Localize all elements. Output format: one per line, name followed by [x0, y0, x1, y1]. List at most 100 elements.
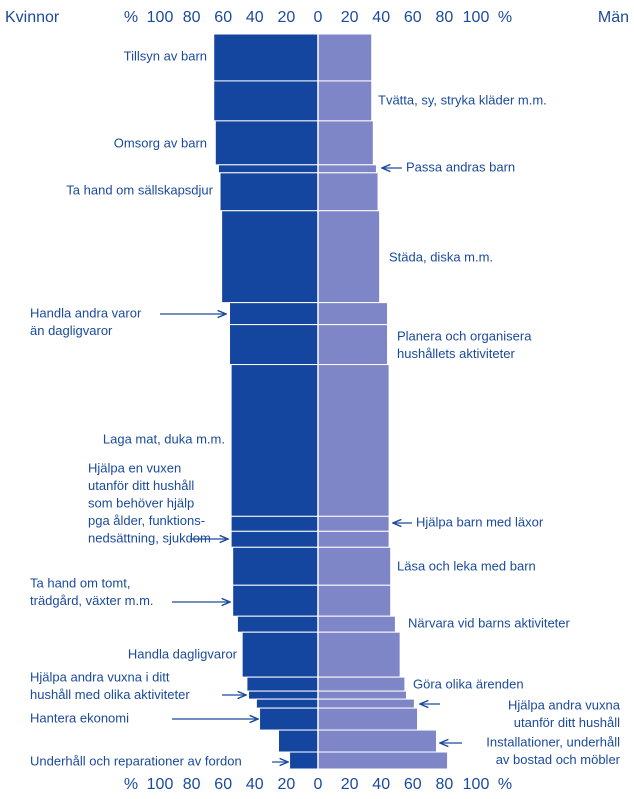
- bar-women: [247, 690, 319, 700]
- x-tick-label: 100: [147, 9, 174, 26]
- category-label: Hjälpa andra vuxna: [508, 697, 621, 712]
- bar-women: [219, 172, 319, 212]
- bar-women: [232, 584, 319, 617]
- category-label: Tillsyn av barn: [124, 48, 207, 63]
- category-label: Ta hand om sällskapsdjur: [66, 182, 213, 197]
- category-label: Hjälpa en vuxen: [88, 460, 181, 475]
- bar-men: [317, 584, 392, 617]
- bar-women: [278, 729, 319, 753]
- category-label: Tvätta, sy, stryka kläder m.m.: [378, 92, 547, 107]
- x-tick-label: 0: [314, 9, 323, 26]
- category-label: Underhåll och reparationer av fordon: [30, 753, 242, 768]
- bar-men: [317, 546, 392, 586]
- x-tick-label: 40: [246, 9, 264, 26]
- category-label: Installationer, underhåll: [486, 734, 620, 749]
- category-label: utanför ditt hushåll: [88, 478, 194, 493]
- x-tick-label: 100: [463, 9, 490, 26]
- category-label: hushållets aktiviteter: [397, 346, 515, 361]
- x-tick-label: 80: [183, 9, 201, 26]
- bar-women: [259, 707, 319, 731]
- bar-men: [317, 631, 401, 678]
- bar-women: [232, 546, 319, 586]
- bar-men: [317, 676, 406, 692]
- bar-men: [317, 164, 377, 174]
- category-label: nedsättning, sjukdom: [88, 530, 211, 545]
- bar-women: [241, 631, 319, 678]
- bar-women: [255, 698, 319, 709]
- category-label: än dagligvaror: [30, 323, 113, 338]
- category-label: trädgård, växter m.m.: [30, 593, 154, 608]
- x-tick-label: 100: [147, 776, 174, 793]
- bar-men: [317, 707, 419, 731]
- bar-men: [317, 690, 407, 700]
- category-label: Planera och organisera: [397, 328, 532, 343]
- x-tick-label: 0: [314, 776, 323, 793]
- unit-label: %: [498, 9, 512, 26]
- x-tick-label: 20: [278, 9, 296, 26]
- bar-women: [230, 364, 319, 517]
- x-tick-label: 80: [436, 9, 454, 26]
- category-label: Laga mat, duka m.m.: [103, 431, 225, 446]
- bar-men: [317, 210, 381, 304]
- bar-women: [236, 615, 319, 633]
- category-label: Göra olika ärenden: [413, 676, 524, 691]
- category-label: Passa andras barn: [406, 159, 515, 174]
- category-label: Ta hand om tomt,: [30, 575, 130, 590]
- bar-men: [317, 530, 390, 548]
- bar-men: [317, 751, 449, 770]
- x-tick-label: 20: [278, 776, 296, 793]
- category-label: Hjälpa barn med läxor: [416, 514, 544, 529]
- x-tick-label: 80: [183, 776, 201, 793]
- bar-men: [317, 515, 390, 532]
- bar-men: [317, 80, 373, 122]
- bar-men: [317, 120, 374, 166]
- bar-men: [317, 615, 396, 633]
- legend-women: Kvinnor: [5, 9, 60, 26]
- x-tick-label: 60: [214, 776, 232, 793]
- x-tick-label: 100: [463, 776, 490, 793]
- bar-women: [230, 515, 319, 532]
- bar-men: [317, 302, 389, 326]
- category-label: Hjälpa andra vuxna i ditt: [30, 669, 170, 684]
- unit-label: %: [124, 9, 138, 26]
- category-label: hushåll med olika aktiviteter: [30, 687, 190, 702]
- legend-men: Män: [598, 9, 629, 26]
- x-tick-label: 60: [404, 776, 422, 793]
- category-label: Omsorg av barn: [114, 135, 207, 150]
- x-tick-label: 40: [372, 776, 390, 793]
- x-tick-label: 40: [246, 776, 264, 793]
- bar-women: [246, 676, 319, 692]
- category-label: Läsa och leka med barn: [397, 558, 536, 573]
- x-tick-label: 80: [436, 776, 454, 793]
- category-label: Handla andra varor: [30, 305, 142, 320]
- category-label: Hantera ekonomi: [30, 710, 129, 725]
- x-tick-label: 40: [372, 9, 390, 26]
- category-label: Närvara vid barns aktiviteter: [408, 615, 571, 630]
- bar-women: [217, 164, 319, 174]
- bar-men: [317, 172, 379, 212]
- category-label: utanför ditt hushåll: [514, 715, 620, 730]
- bar-women: [229, 324, 319, 366]
- bar-women: [213, 33, 319, 82]
- x-tick-label: 60: [214, 9, 232, 26]
- x-tick-label: 20: [341, 776, 359, 793]
- bar-women: [289, 751, 319, 770]
- x-tick-label: 20: [341, 9, 359, 26]
- bar-women: [214, 120, 319, 166]
- bar-men: [317, 324, 389, 366]
- bar-women: [230, 530, 319, 548]
- unit-label: %: [124, 776, 138, 793]
- x-tick-label: 60: [404, 9, 422, 26]
- bar-men: [317, 729, 437, 753]
- category-label: Handla dagligvaror: [128, 646, 238, 661]
- bar-women: [213, 80, 319, 122]
- bar-women: [221, 210, 319, 304]
- bar-men: [317, 698, 415, 709]
- unit-label: %: [498, 776, 512, 793]
- category-label: Städa, diska m.m.: [389, 249, 493, 264]
- category-label: pga ålder, funktions-: [88, 513, 205, 528]
- bar-men: [317, 364, 390, 517]
- bar-men: [317, 33, 373, 82]
- category-label: av bostad och möbler: [496, 752, 621, 767]
